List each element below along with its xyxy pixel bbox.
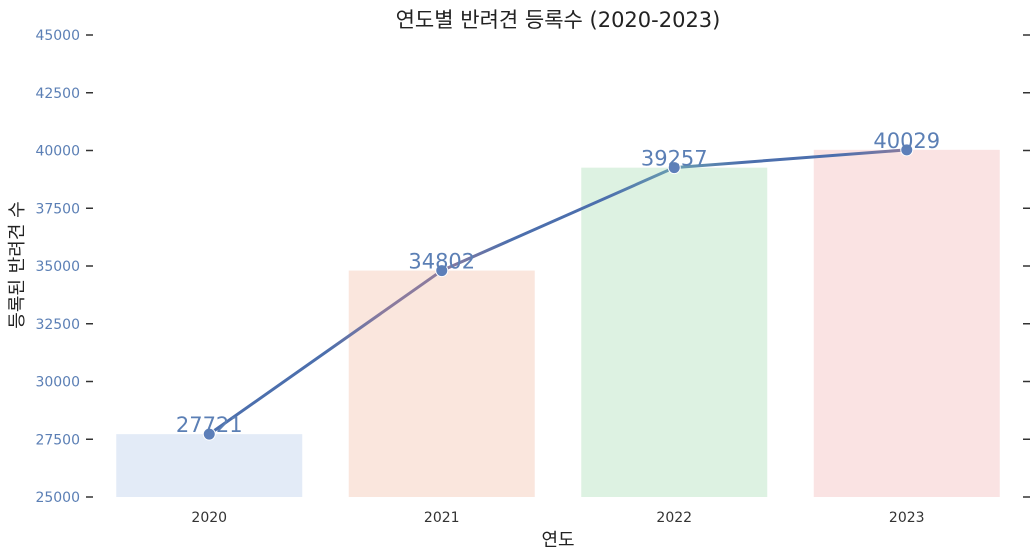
x-axis-title: 연도 bbox=[541, 530, 574, 551]
x-axis: 2020 2021 2022 2023 bbox=[191, 510, 924, 526]
data-labels: 27721 34802 39257 40029 bbox=[176, 129, 940, 437]
line-segment bbox=[672, 148, 909, 170]
y-axis-left: 25000 27500 30000 32500 35000 37500 40000 42500… bbox=[35, 28, 93, 506]
data-label: 39257 bbox=[641, 147, 708, 171]
line-segment bbox=[207, 269, 444, 436]
y-tick-label: 40000 bbox=[35, 144, 80, 160]
y-tick-label: 42500 bbox=[35, 86, 80, 102]
data-label: 27721 bbox=[176, 413, 243, 437]
y-tick-label: 27500 bbox=[35, 432, 80, 448]
x-tick-label: 2023 bbox=[889, 510, 925, 526]
x-tick-label: 2020 bbox=[191, 510, 227, 526]
bar-2021 bbox=[348, 270, 535, 497]
data-label: 34802 bbox=[408, 250, 475, 274]
point-2021 bbox=[435, 264, 449, 278]
chart-title: 연도별 반려견 등록수 (2020-2023) bbox=[396, 8, 721, 32]
bar-2023 bbox=[813, 149, 1000, 498]
bar-2020 bbox=[116, 434, 303, 497]
data-label: 40029 bbox=[873, 129, 940, 153]
point-2022 bbox=[667, 161, 681, 175]
y-tick-label: 25000 bbox=[35, 490, 80, 506]
y-tick-label: 30000 bbox=[35, 375, 80, 391]
y-tick-label: 35000 bbox=[35, 259, 80, 275]
y-tick-label: 32500 bbox=[35, 317, 80, 333]
x-tick-label: 2021 bbox=[424, 510, 460, 526]
point-2020 bbox=[202, 427, 216, 441]
x-tick-label: 2022 bbox=[656, 510, 692, 526]
y-axis-title: 등록된 반려견 수 bbox=[7, 201, 28, 328]
line-segment bbox=[440, 166, 676, 273]
y-tick-label: 37500 bbox=[35, 201, 80, 217]
bars bbox=[116, 149, 1000, 498]
y-axis-right bbox=[1023, 34, 1030, 498]
markers bbox=[202, 143, 914, 441]
trend-line bbox=[207, 148, 909, 436]
y-tick-label: 45000 bbox=[35, 28, 80, 44]
bar-2022 bbox=[581, 167, 768, 497]
point-2023 bbox=[900, 143, 914, 157]
